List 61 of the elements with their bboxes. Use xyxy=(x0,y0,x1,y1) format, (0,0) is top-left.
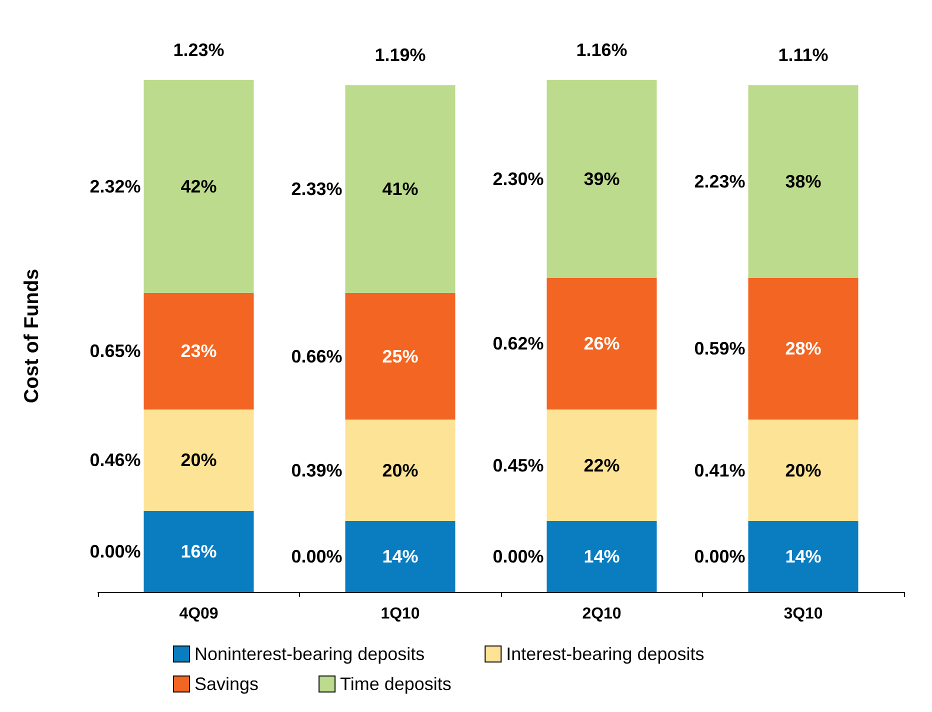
annotation: 0.66% xyxy=(291,346,342,366)
bar xyxy=(144,410,254,511)
annotation: 0.00% xyxy=(291,546,342,567)
legend-label: Time deposits xyxy=(340,674,452,694)
bar xyxy=(345,292,456,420)
bar xyxy=(748,420,858,522)
y-axis-title: Cost of Funds xyxy=(21,268,43,404)
text: 1.11% xyxy=(778,45,828,66)
bar xyxy=(748,85,858,278)
legend-label: Savings xyxy=(194,674,259,694)
annotation: 0.62% xyxy=(492,334,544,354)
annotation: 2.33% xyxy=(291,178,342,199)
data-label: 39% xyxy=(584,168,620,189)
data-label: 23% xyxy=(180,341,217,362)
legend-label: Noninterest-bearing deposits xyxy=(194,644,425,664)
bar xyxy=(546,278,657,410)
bar xyxy=(144,510,254,592)
x-tick-label: 1Q10 xyxy=(380,606,420,622)
data-label: 28% xyxy=(785,338,822,359)
bar xyxy=(144,80,254,293)
annotation: 2.32% xyxy=(90,176,141,196)
annotation: 2.23% xyxy=(694,171,746,192)
data-label: 42% xyxy=(180,176,217,196)
data-label: 20% xyxy=(785,460,822,480)
text: 1.23% xyxy=(173,40,224,60)
legend-label: Interest-bearing deposits xyxy=(506,644,704,664)
annotation: 0.39% xyxy=(291,460,342,480)
bar xyxy=(144,292,254,410)
bar xyxy=(345,420,456,522)
annotation: 0.45% xyxy=(492,455,544,476)
data-label: 14% xyxy=(382,546,418,567)
bar xyxy=(748,278,858,420)
bar xyxy=(546,410,657,522)
x-tick-label: 4Q09 xyxy=(179,606,218,622)
annotation: 0.00% xyxy=(694,546,746,567)
data-label: 16% xyxy=(180,541,217,562)
data-label: 20% xyxy=(180,450,217,470)
bar xyxy=(546,521,657,592)
text: 1.19% xyxy=(374,45,426,66)
annotation: 2.30% xyxy=(492,168,544,189)
bar xyxy=(546,80,657,278)
data-label: 25% xyxy=(382,346,418,366)
bar xyxy=(345,85,456,293)
annotation: 0.00% xyxy=(90,541,141,562)
annotation: 0.65% xyxy=(90,341,141,362)
bar xyxy=(345,521,456,592)
data-label: 41% xyxy=(382,178,418,199)
x-tick-label: 3Q10 xyxy=(784,606,823,622)
bar xyxy=(748,521,858,592)
data-label: 20% xyxy=(382,460,418,480)
annotation: 0.46% xyxy=(90,450,141,470)
x-tick-label: 2Q10 xyxy=(582,606,622,622)
data-label: 38% xyxy=(785,171,822,192)
annotation: 0.00% xyxy=(492,546,544,567)
data-label: 26% xyxy=(584,334,620,354)
data-label: 14% xyxy=(584,546,620,567)
annotation: 0.59% xyxy=(694,338,746,359)
text: 1.16% xyxy=(576,40,628,60)
annotation: 0.41% xyxy=(694,460,746,480)
data-label: 22% xyxy=(584,455,620,476)
data-label: 14% xyxy=(785,546,822,567)
